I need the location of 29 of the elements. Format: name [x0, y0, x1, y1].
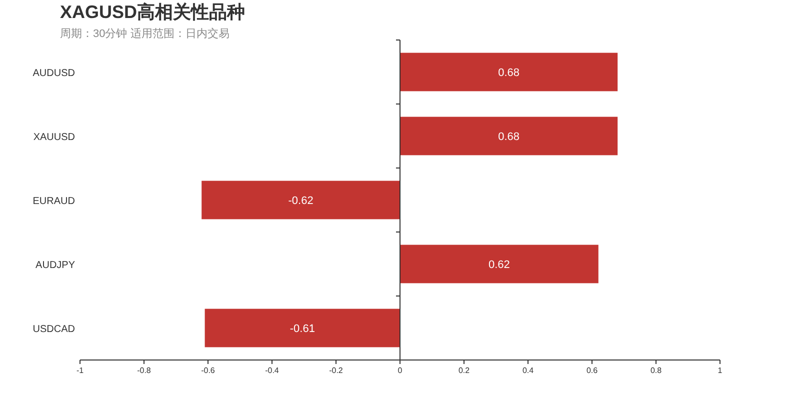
- data-label: 0.68: [498, 67, 520, 79]
- x-tick-label: -1: [76, 366, 84, 375]
- y-tick-label: XAUUSD: [33, 132, 75, 143]
- data-label: 0.68: [498, 131, 520, 143]
- x-tick-label: -0.2: [329, 366, 344, 375]
- bar: [202, 180, 400, 220]
- chart-title: XAGUSD高相关性品种: [60, 2, 246, 22]
- chart-subtitle: 周期：30分钟 适用范围：日内交易: [60, 27, 230, 40]
- y-tick-label: AUDUSD: [32, 68, 75, 79]
- bar: [204, 308, 400, 348]
- bar: [400, 244, 598, 284]
- y-tick-label: USDCAD: [32, 324, 75, 335]
- data-label: 0.62: [488, 259, 510, 271]
- x-tick-label: -0.6: [201, 366, 216, 375]
- data-label: -0.61: [290, 323, 315, 335]
- data-label: -0.62: [288, 195, 314, 207]
- x-tick-label: -0.8: [137, 366, 152, 375]
- x-tick-label: 0.6: [586, 366, 598, 375]
- bar: [400, 52, 618, 92]
- x-tick-label: 1: [718, 366, 723, 375]
- plot: 0.68 0.68 -0.62 0.62 -0.61: [202, 52, 618, 348]
- x-tick-label: -0.4: [265, 366, 280, 375]
- x-tick-label: 0.2: [458, 366, 470, 375]
- y-tick-label: AUDJPY: [36, 260, 76, 271]
- x-tick-label: 0.4: [522, 366, 534, 375]
- y-tick-label: EURAUD: [32, 196, 75, 207]
- x-tick-label: 0.8: [650, 366, 662, 375]
- bar: [400, 116, 618, 156]
- x-tick-label: 0: [398, 366, 403, 375]
